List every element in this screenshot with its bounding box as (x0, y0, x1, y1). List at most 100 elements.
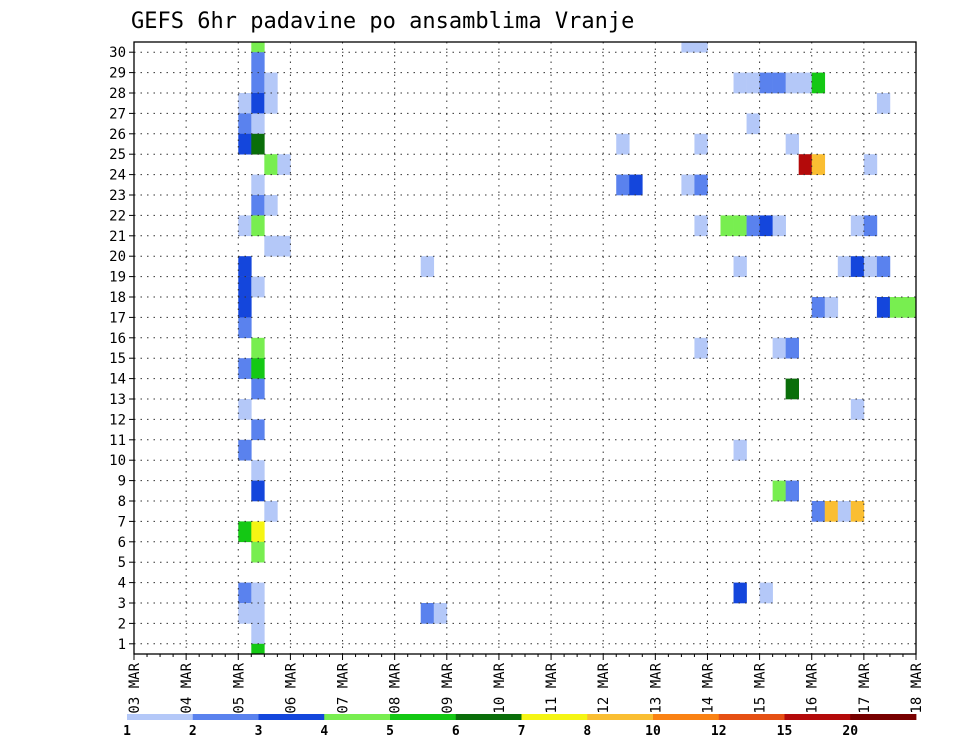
heatmap-cell (811, 297, 826, 318)
legend-label: 5 (386, 724, 394, 739)
heatmap-cell (251, 174, 265, 196)
y-tick-label: 9 (118, 474, 126, 490)
legend-swatch (521, 714, 588, 720)
heatmap-cell (251, 603, 265, 624)
heatmap-cell (251, 480, 265, 502)
heatmap-cells (238, 42, 917, 655)
legend-swatch (192, 714, 259, 720)
heatmap-cell (251, 337, 265, 359)
heatmap-cell (824, 297, 839, 318)
heatmap-cell (733, 582, 747, 604)
heatmap-cell (759, 215, 773, 237)
heatmap-cell (251, 521, 265, 543)
x-tick-label: 17 MAR (857, 662, 873, 713)
x-tick-label: 14 MAR (700, 662, 716, 713)
heatmap-cell (264, 501, 278, 522)
heatmap-cell (681, 42, 695, 53)
x-tick-label: 04 MAR (179, 662, 195, 713)
x-tick-label: 05 MAR (231, 662, 247, 713)
y-tick-label: 30 (109, 45, 126, 61)
x-tick-label: 08 MAR (388, 662, 404, 713)
heatmap-cell (251, 42, 265, 53)
heatmap-cell (238, 215, 252, 237)
heatmap-cell (681, 174, 695, 196)
heatmap-cell (251, 643, 265, 655)
heatmap-cell (876, 297, 891, 318)
heatmap-cell (863, 215, 878, 237)
heatmap-cell (238, 439, 252, 461)
heatmap-cell (238, 113, 252, 135)
legend-label: 6 (452, 724, 460, 739)
y-tick-label: 19 (109, 270, 126, 286)
x-tick-label: 07 MAR (336, 662, 352, 713)
y-tick-label: 25 (109, 147, 126, 163)
heatmap-cell (785, 133, 799, 155)
heatmap-cell (251, 276, 265, 298)
heatmap-cell (772, 337, 786, 359)
legend-swatch (784, 714, 851, 720)
heatmap-cell (876, 256, 891, 277)
heatmap-cell (733, 72, 747, 94)
heatmap-cell (863, 256, 878, 277)
heatmap-cell (264, 195, 278, 216)
heatmap-cell (902, 297, 917, 318)
y-tick-label: 22 (109, 208, 126, 224)
y-tick-label: 27 (109, 106, 126, 122)
legend-label: 4 (320, 724, 328, 739)
y-tick-label: 21 (109, 229, 126, 245)
chart-title: GEFS 6hr padavine po ansamblima Vranje (131, 9, 634, 34)
y-tick-label: 7 (118, 514, 126, 530)
heatmap-cell (264, 235, 278, 257)
y-tick-label: 1 (118, 637, 126, 653)
heatmap-cell (772, 480, 786, 502)
heatmap-cell (238, 317, 252, 339)
heatmap-cell (850, 501, 865, 522)
heatmap-cell (616, 133, 630, 155)
y-tick-label: 26 (109, 127, 126, 143)
x-tick-label: 11 MAR (544, 662, 560, 713)
legend-swatch (653, 714, 720, 720)
heatmap-cell (785, 480, 799, 502)
y-tick-label: 20 (109, 249, 126, 265)
y-tick-label: 6 (118, 535, 126, 551)
heatmap-cell (238, 582, 252, 604)
x-tick-label: 06 MAR (283, 662, 299, 713)
heatmap-cell (746, 72, 760, 94)
heatmap-cell (264, 154, 278, 175)
heatmap-cell (798, 72, 813, 94)
heatmap-cell (850, 215, 865, 237)
heatmap-cell (238, 93, 252, 114)
heatmap-cell (694, 337, 708, 359)
heatmap-cell (694, 215, 708, 237)
color-legend: 1 2 3 4 5 6 7 8 10 12 15 20 (123, 714, 917, 739)
heatmap-cell (694, 133, 708, 155)
heatmap-cell (251, 541, 265, 563)
y-tick-label: 12 (109, 412, 126, 428)
legend-swatch (390, 714, 457, 720)
y-tick-label: 2 (118, 616, 126, 632)
heatmap-cell (785, 72, 799, 94)
heatmap-cell (420, 603, 435, 624)
heatmap-cell (277, 235, 291, 257)
legend-label: 10 (645, 724, 661, 739)
heatmap-cell (277, 154, 291, 175)
y-tick-label: 29 (109, 66, 126, 82)
heatmap-cell (238, 603, 252, 624)
heatmap-cell (824, 501, 839, 522)
y-tick-label: 8 (118, 494, 126, 510)
legend-label: 8 (583, 724, 591, 739)
heatmap-cell (850, 256, 865, 277)
y-tick-label: 4 (118, 576, 126, 592)
heatmap-cell (616, 174, 630, 196)
heatmap-cell (251, 460, 265, 481)
grid-lines (134, 42, 916, 654)
heatmap-cell (837, 256, 852, 277)
heatmap-cell (889, 297, 904, 318)
heatmap-cell (772, 72, 786, 94)
heatmap-cell (433, 603, 448, 624)
x-tick-label: 18 MAR (909, 662, 925, 713)
heatmap-cell (876, 93, 891, 114)
heatmap-cell (720, 215, 734, 237)
heatmap-cell (746, 113, 760, 135)
